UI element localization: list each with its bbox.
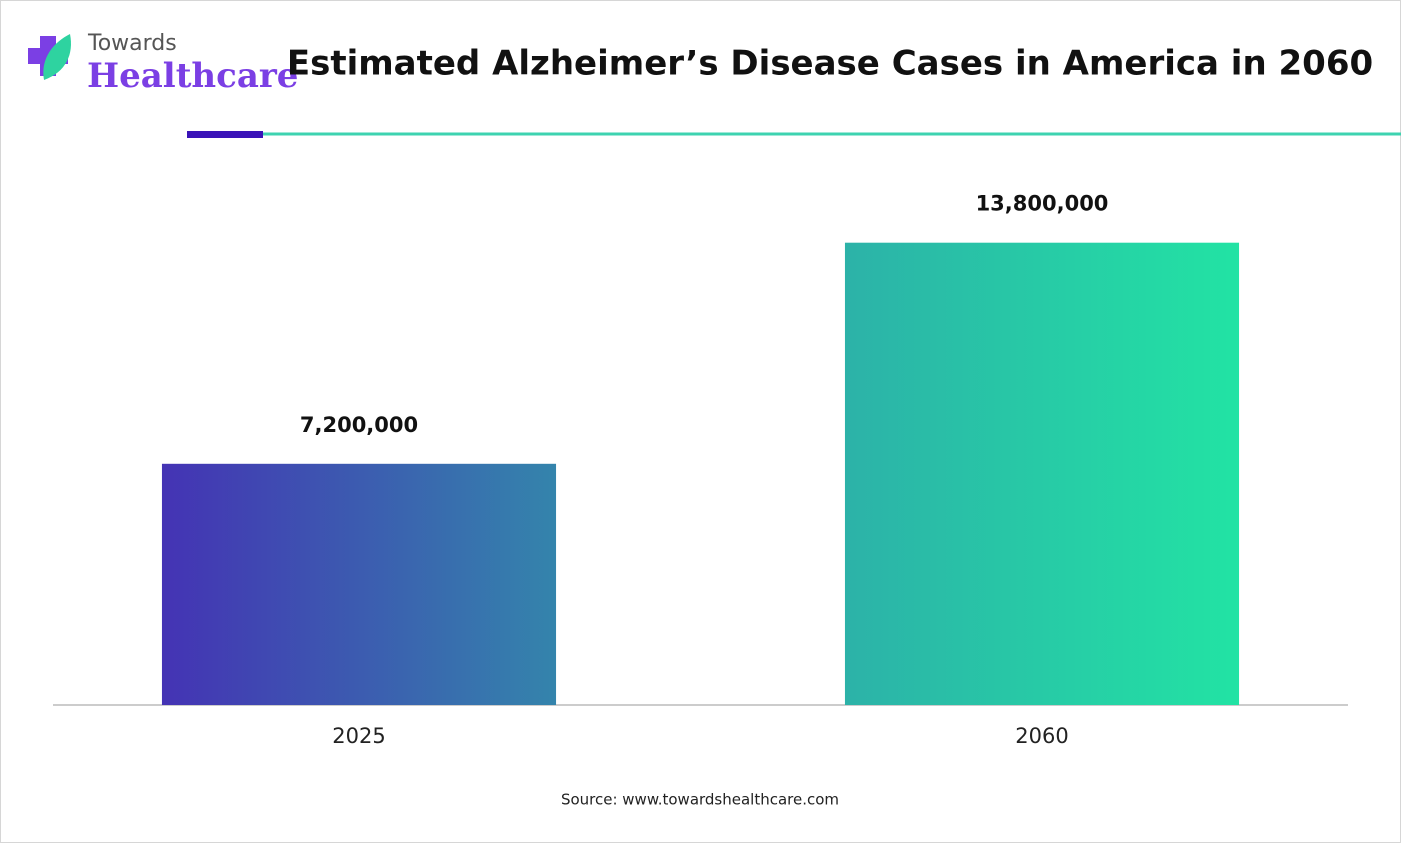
- bar: [161, 463, 557, 705]
- logo: Towards Healthcare: [28, 31, 298, 96]
- value-label: 7,200,000: [300, 413, 418, 437]
- divider-accent: [187, 131, 263, 138]
- logo-leaf: [43, 34, 71, 80]
- source: Source: www.towardshealthcare.com: [561, 791, 839, 809]
- x-tick-label: 2025: [332, 724, 385, 748]
- brand-line2: Healthcare: [87, 56, 298, 96]
- x-tick-label: 2060: [1015, 724, 1068, 748]
- value-label: 13,800,000: [976, 192, 1109, 216]
- brand-line1: Towards: [87, 31, 177, 56]
- bar: [844, 242, 1240, 705]
- chart-title: Estimated Alzheimer’s Disease Cases in A…: [287, 44, 1373, 84]
